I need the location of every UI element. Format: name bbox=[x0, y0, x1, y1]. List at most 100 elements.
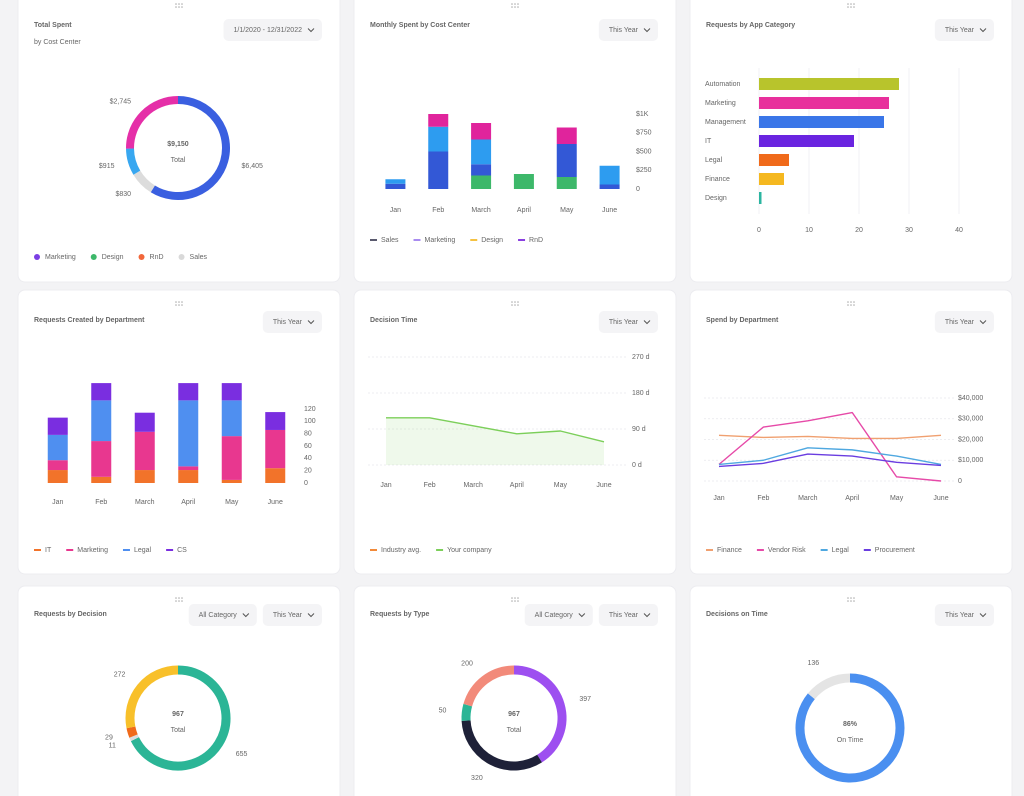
drag-handle[interactable] bbox=[847, 3, 849, 5]
drag-handle[interactable] bbox=[517, 600, 519, 602]
dropdown-label[interactable]: This Year bbox=[945, 319, 975, 326]
drag-handle[interactable] bbox=[511, 301, 513, 303]
legend-label: RnD bbox=[150, 254, 164, 261]
dropdown[interactable] bbox=[934, 311, 994, 333]
dropdown-chevron[interactable] bbox=[643, 613, 651, 618]
card bbox=[689, 585, 1013, 796]
drag-handle[interactable] bbox=[850, 3, 852, 5]
dropdown[interactable] bbox=[598, 604, 658, 626]
drag-handle[interactable] bbox=[181, 6, 183, 8]
drag-handle[interactable] bbox=[178, 6, 180, 8]
drag-handle[interactable] bbox=[175, 304, 177, 306]
drag-handle[interactable] bbox=[175, 3, 177, 5]
dropdown-label[interactable]: This Year bbox=[273, 612, 303, 619]
donut-segment bbox=[126, 148, 141, 175]
drag-handle[interactable] bbox=[511, 597, 513, 599]
drag-handle[interactable] bbox=[853, 600, 855, 602]
drag-handle[interactable] bbox=[514, 597, 516, 599]
dropdown-label[interactable]: This Year bbox=[945, 612, 975, 619]
drag-handle[interactable] bbox=[853, 597, 855, 599]
card bbox=[353, 289, 677, 575]
dropdown[interactable] bbox=[934, 19, 994, 41]
y-tick-label: 0 bbox=[304, 480, 308, 487]
drag-handle[interactable] bbox=[517, 6, 519, 8]
drag-handle[interactable] bbox=[178, 600, 180, 602]
drag-handle[interactable] bbox=[181, 3, 183, 5]
drag-handle[interactable] bbox=[175, 600, 177, 602]
category-label: Management bbox=[705, 119, 746, 126]
drag-handle[interactable] bbox=[517, 597, 519, 599]
dropdown-label[interactable]: This Year bbox=[609, 612, 639, 619]
donut-segment bbox=[795, 673, 905, 783]
drag-handle[interactable] bbox=[514, 304, 516, 306]
drag-handle[interactable] bbox=[514, 301, 516, 303]
dropdown-chevron[interactable] bbox=[242, 613, 250, 618]
dropdown-label[interactable]: All Category bbox=[535, 612, 574, 619]
drag-handle[interactable] bbox=[511, 3, 513, 5]
drag-handle[interactable] bbox=[853, 6, 855, 8]
drag-handle[interactable] bbox=[847, 304, 849, 306]
dropdown[interactable] bbox=[262, 604, 322, 626]
drag-handle[interactable] bbox=[178, 597, 180, 599]
drag-handle[interactable] bbox=[517, 3, 519, 5]
dropdown[interactable] bbox=[524, 604, 593, 626]
bar-segment bbox=[221, 400, 242, 437]
dropdown-label[interactable]: This Year bbox=[609, 319, 639, 326]
donut-label: $915 bbox=[99, 163, 115, 170]
drag-handle[interactable] bbox=[181, 600, 183, 602]
drag-handle[interactable] bbox=[847, 600, 849, 602]
dropdown[interactable] bbox=[223, 19, 322, 41]
drag-handle[interactable] bbox=[511, 600, 513, 602]
dropdown-chevron[interactable] bbox=[307, 320, 315, 325]
dropdown-label[interactable]: This Year bbox=[609, 27, 639, 34]
drag-handle[interactable] bbox=[175, 597, 177, 599]
dropdown[interactable] bbox=[598, 19, 658, 41]
dropdown-chevron[interactable] bbox=[643, 320, 651, 325]
drag-handle[interactable] bbox=[853, 304, 855, 306]
drag-handle[interactable] bbox=[517, 304, 519, 306]
dropdown-chevron[interactable] bbox=[979, 320, 987, 325]
dropdown-chevron[interactable] bbox=[307, 613, 315, 618]
drag-handle[interactable] bbox=[514, 600, 516, 602]
drag-handle[interactable] bbox=[847, 597, 849, 599]
drag-handle[interactable] bbox=[847, 301, 849, 303]
dropdown-label[interactable]: All Category bbox=[199, 612, 238, 619]
drag-handle[interactable] bbox=[175, 6, 177, 8]
drag-handle[interactable] bbox=[853, 3, 855, 5]
drag-handle[interactable] bbox=[175, 301, 177, 303]
dropdown-label[interactable]: This Year bbox=[273, 319, 303, 326]
dropdown[interactable] bbox=[262, 311, 322, 333]
drag-handle[interactable] bbox=[181, 304, 183, 306]
drag-handle[interactable] bbox=[178, 3, 180, 5]
dropdown-chevron[interactable] bbox=[979, 28, 987, 33]
dropdown-chevron[interactable] bbox=[307, 28, 315, 33]
drag-handle[interactable] bbox=[850, 304, 852, 306]
drag-handle[interactable] bbox=[517, 301, 519, 303]
drag-handle[interactable] bbox=[178, 301, 180, 303]
drag-handle[interactable] bbox=[178, 304, 180, 306]
drag-handle[interactable] bbox=[181, 597, 183, 599]
drag-handle[interactable] bbox=[511, 6, 513, 8]
donut-label: 320 bbox=[471, 775, 483, 782]
dropdown[interactable] bbox=[598, 311, 658, 333]
donut-segment bbox=[461, 720, 542, 771]
x-tick-label: Jan bbox=[380, 482, 391, 489]
dropdown[interactable] bbox=[934, 604, 994, 626]
drag-handle[interactable] bbox=[514, 3, 516, 5]
dropdown-chevron[interactable] bbox=[643, 28, 651, 33]
drag-handle[interactable] bbox=[853, 301, 855, 303]
dropdown-label[interactable]: This Year bbox=[945, 27, 975, 34]
drag-handle[interactable] bbox=[511, 304, 513, 306]
dropdown-label[interactable]: 1/1/2020 - 12/31/2022 bbox=[233, 27, 302, 34]
dropdown[interactable] bbox=[188, 604, 257, 626]
drag-handle[interactable] bbox=[850, 6, 852, 8]
drag-handle[interactable] bbox=[514, 6, 516, 8]
drag-handle[interactable] bbox=[181, 301, 183, 303]
dropdown-chevron[interactable] bbox=[979, 613, 987, 618]
y-tick-label: 270 d bbox=[632, 354, 650, 361]
drag-handle[interactable] bbox=[850, 600, 852, 602]
dropdown-chevron[interactable] bbox=[578, 613, 586, 618]
drag-handle[interactable] bbox=[850, 301, 852, 303]
drag-handle[interactable] bbox=[847, 6, 849, 8]
drag-handle[interactable] bbox=[850, 597, 852, 599]
